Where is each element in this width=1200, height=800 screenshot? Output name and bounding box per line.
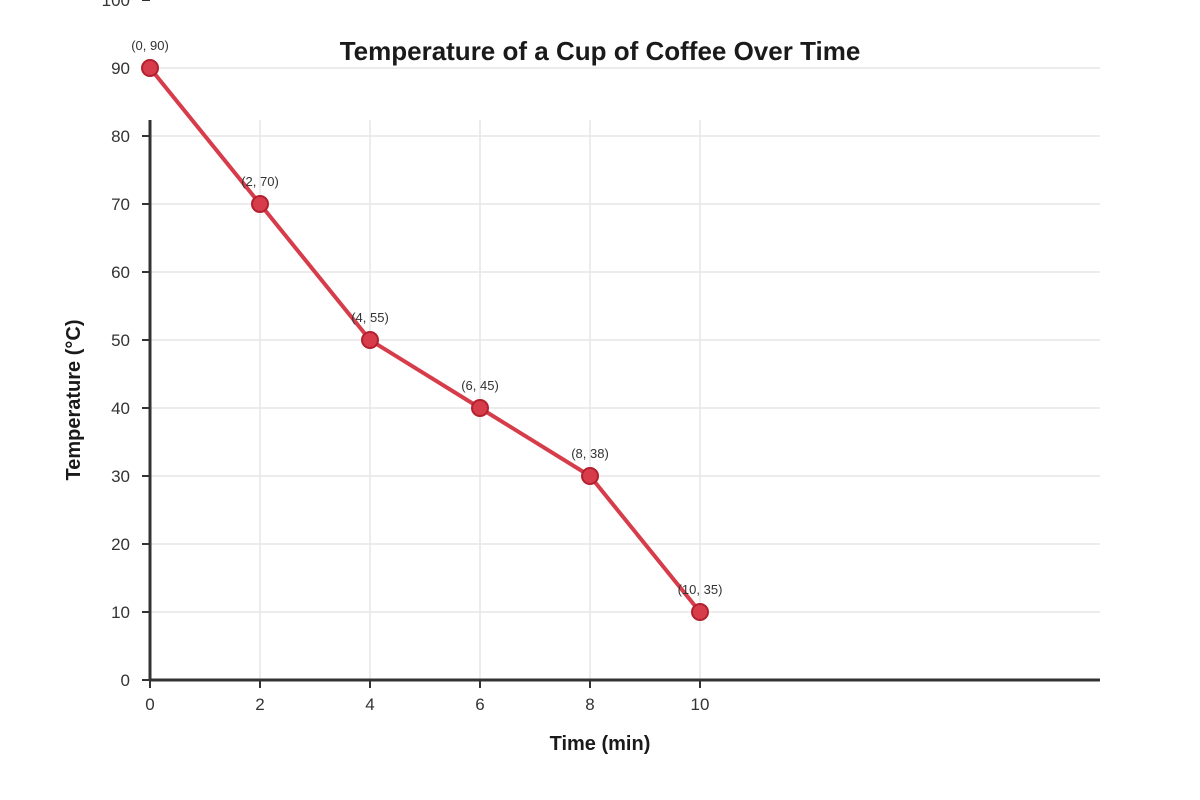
data-point (141, 59, 159, 77)
data-label: (8, 38) (571, 446, 609, 461)
x-tick-label: 2 (255, 695, 264, 714)
y-tick-label: 0 (121, 671, 130, 690)
x-tick-label: 10 (691, 695, 710, 714)
y-axis-title: Temperature (°C) (63, 320, 85, 481)
x-tick-label: 0 (145, 695, 154, 714)
data-point (251, 195, 269, 213)
data-label: (2, 70) (241, 174, 279, 189)
series (141, 59, 709, 621)
y-tick-label: 100 (102, 0, 130, 10)
x-tick-label: 8 (585, 695, 594, 714)
x-axis-title: Time (min) (550, 733, 651, 755)
y-tick-label: 40 (111, 399, 130, 418)
grid (150, 67, 1100, 680)
y-tick-label: 20 (111, 535, 130, 554)
x-tick-label: 4 (365, 695, 374, 714)
y-tick-label: 50 (111, 331, 130, 350)
data-point (361, 331, 379, 349)
data-point (581, 467, 599, 485)
data-point (471, 399, 489, 417)
data-labels: (0, 90) (2, 70) (4, 55) (6, 45) (8, 38) (10, … (131, 38, 722, 597)
y-tick-label: 70 (111, 195, 130, 214)
data-point (691, 603, 709, 621)
y-tick-label: 10 (111, 603, 130, 622)
series-line (148, 66, 702, 614)
data-label: (0, 90) (131, 38, 169, 53)
data-label: (4, 55) (351, 310, 389, 325)
ticks: 0 10 20 30 40 50 60 70 80 90 100 0 2 4 6 8 10 (102, 0, 710, 714)
y-tick-label: 90 (111, 59, 130, 78)
data-label: (10, 35) (678, 582, 723, 597)
y-tick-label: 80 (111, 127, 130, 146)
data-label: (6, 45) (461, 378, 499, 393)
chart-title: Temperature of a Cup of Coffee Over Time (340, 36, 861, 66)
y-tick-label: 60 (111, 263, 130, 282)
y-tick-label: 30 (111, 467, 130, 486)
x-tick-label: 6 (475, 695, 484, 714)
axes (148, 120, 1100, 682)
